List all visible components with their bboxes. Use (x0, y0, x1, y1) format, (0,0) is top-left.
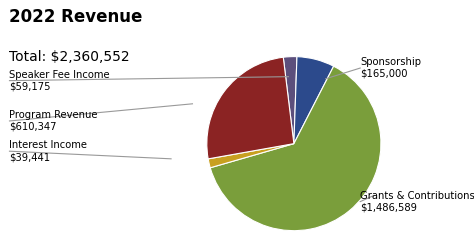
Wedge shape (208, 144, 294, 168)
Text: 2022 Revenue: 2022 Revenue (9, 8, 143, 25)
Text: Speaker Fee Income
$59,175: Speaker Fee Income $59,175 (9, 70, 110, 91)
Text: Program Revenue
$610,347: Program Revenue $610,347 (9, 110, 98, 132)
Text: Interest Income
$39,441: Interest Income $39,441 (9, 140, 88, 162)
Wedge shape (294, 57, 334, 144)
Text: Total: $2,360,552: Total: $2,360,552 (9, 50, 130, 65)
Wedge shape (210, 66, 381, 231)
Text: Grants & Contributions
$1,486,589: Grants & Contributions $1,486,589 (360, 191, 474, 212)
Text: Sponsorship
$165,000: Sponsorship $165,000 (360, 57, 421, 79)
Wedge shape (283, 57, 297, 144)
Wedge shape (207, 57, 294, 159)
